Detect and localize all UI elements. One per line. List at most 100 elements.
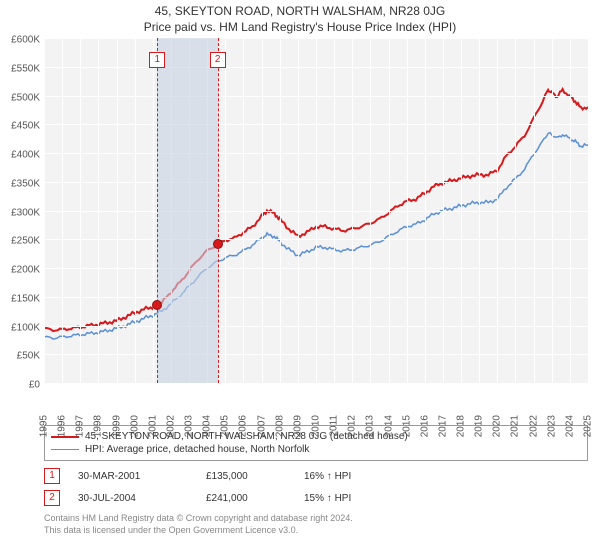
gridline — [443, 38, 444, 383]
x-tick-label: 1995 — [39, 415, 50, 437]
chart-plot-area: 12 — [44, 38, 588, 383]
gridline — [44, 38, 45, 383]
gridline — [153, 38, 154, 383]
x-tick-label: 1998 — [93, 415, 104, 437]
y-tick-label: £250K — [11, 236, 40, 247]
y-tick-label: £200K — [11, 265, 40, 276]
x-tick-label: 2011 — [329, 415, 340, 437]
x-tick-label: 2002 — [165, 415, 176, 437]
gridline — [243, 38, 244, 383]
legend-swatch-2 — [51, 449, 79, 450]
transaction-row: 1 30-MAR-2001 £135,000 16% ↑ HPI — [44, 465, 588, 487]
x-axis: 1995199619971998199920002001200220032004… — [44, 383, 588, 419]
x-tick-label: 1999 — [111, 415, 122, 437]
x-tick-label: 2000 — [129, 415, 140, 437]
y-tick-label: £150K — [11, 293, 40, 304]
marker-number-box: 1 — [149, 52, 165, 68]
marker-band — [157, 38, 217, 383]
y-tick-label: £600K — [11, 35, 40, 46]
gridline — [370, 38, 371, 383]
gridline — [280, 38, 281, 383]
marker-number-box: 2 — [210, 52, 226, 68]
marker-dot — [152, 300, 162, 310]
y-tick-label: £400K — [11, 150, 40, 161]
x-tick-label: 2003 — [184, 415, 195, 437]
x-tick-label: 2001 — [147, 415, 158, 437]
y-tick-label: £500K — [11, 92, 40, 103]
x-tick-label: 2014 — [383, 415, 394, 437]
tx-marker: 1 — [44, 468, 60, 484]
x-tick-label: 2008 — [274, 415, 285, 437]
chart-title: 45, SKEYTON ROAD, NORTH WALSHAM, NR28 0J… — [0, 0, 600, 18]
x-tick-label: 2007 — [256, 415, 267, 437]
gridline — [352, 38, 353, 383]
gridline — [552, 38, 553, 383]
marker-line — [157, 38, 158, 383]
gridline — [298, 38, 299, 383]
footer-line: Contains HM Land Registry data © Crown c… — [44, 513, 588, 525]
gridline — [98, 38, 99, 383]
gridline — [461, 38, 462, 383]
x-tick-label: 2013 — [365, 415, 376, 437]
x-tick-label: 2009 — [292, 415, 303, 437]
tx-delta: 15% ↑ HPI — [304, 493, 394, 504]
tx-date: 30-JUL-2004 — [78, 493, 188, 504]
gridline — [570, 38, 571, 383]
y-tick-label: £550K — [11, 63, 40, 74]
gridline — [588, 38, 589, 383]
x-tick-label: 2010 — [311, 415, 322, 437]
gridline — [515, 38, 516, 383]
x-tick-label: 2018 — [456, 415, 467, 437]
tx-date: 30-MAR-2001 — [78, 471, 188, 482]
gridline — [225, 38, 226, 383]
legend-label-2: HPI: Average price, detached house, Nort… — [85, 444, 309, 455]
x-tick-label: 2017 — [437, 415, 448, 437]
marker-dot — [213, 239, 223, 249]
x-tick-label: 1997 — [75, 415, 86, 437]
gridline — [62, 38, 63, 383]
gridline — [316, 38, 317, 383]
tx-price: £135,000 — [206, 471, 286, 482]
transactions-table: 1 30-MAR-2001 £135,000 16% ↑ HPI 2 30-JUL-200… — [44, 465, 588, 509]
y-tick-label: £450K — [11, 121, 40, 132]
x-tick-label: 2005 — [220, 415, 231, 437]
x-tick-label: 2023 — [546, 415, 557, 437]
y-tick-label: £0 — [29, 380, 40, 391]
footer-attribution: Contains HM Land Registry data © Crown c… — [44, 513, 588, 536]
tx-delta: 16% ↑ HPI — [304, 471, 394, 482]
y-axis: £0£50K£100K£150K£200K£250K£300K£350K£400… — [0, 40, 42, 385]
gridline — [479, 38, 480, 383]
x-tick-label: 1996 — [57, 415, 68, 437]
footer-line: This data is licensed under the Open Gov… — [44, 525, 588, 537]
tx-price: £241,000 — [206, 493, 286, 504]
gridline — [117, 38, 118, 383]
legend-row: HPI: Average price, detached house, Nort… — [51, 443, 581, 456]
transaction-row: 2 30-JUL-2004 £241,000 15% ↑ HPI — [44, 487, 588, 509]
y-tick-label: £100K — [11, 322, 40, 333]
x-tick-label: 2024 — [564, 415, 575, 437]
y-tick-label: £50K — [17, 351, 40, 362]
x-tick-label: 2022 — [528, 415, 539, 437]
gridline — [497, 38, 498, 383]
y-tick-label: £300K — [11, 207, 40, 218]
chart-subtitle: Price paid vs. HM Land Registry's House … — [0, 18, 600, 38]
gridline — [534, 38, 535, 383]
x-tick-label: 2012 — [347, 415, 358, 437]
x-tick-label: 2004 — [202, 415, 213, 437]
x-tick-label: 2021 — [510, 415, 521, 437]
gridline — [407, 38, 408, 383]
marker-line — [218, 38, 219, 383]
gridline — [425, 38, 426, 383]
x-tick-label: 2020 — [492, 415, 503, 437]
x-tick-label: 2015 — [401, 415, 412, 437]
gridline — [334, 38, 335, 383]
gridline — [389, 38, 390, 383]
tx-marker: 2 — [44, 490, 60, 506]
x-tick-label: 2025 — [583, 415, 594, 437]
x-tick-label: 2016 — [419, 415, 430, 437]
x-tick-label: 2006 — [238, 415, 249, 437]
y-tick-label: £350K — [11, 178, 40, 189]
gridline — [80, 38, 81, 383]
x-tick-label: 2019 — [474, 415, 485, 437]
gridline — [135, 38, 136, 383]
